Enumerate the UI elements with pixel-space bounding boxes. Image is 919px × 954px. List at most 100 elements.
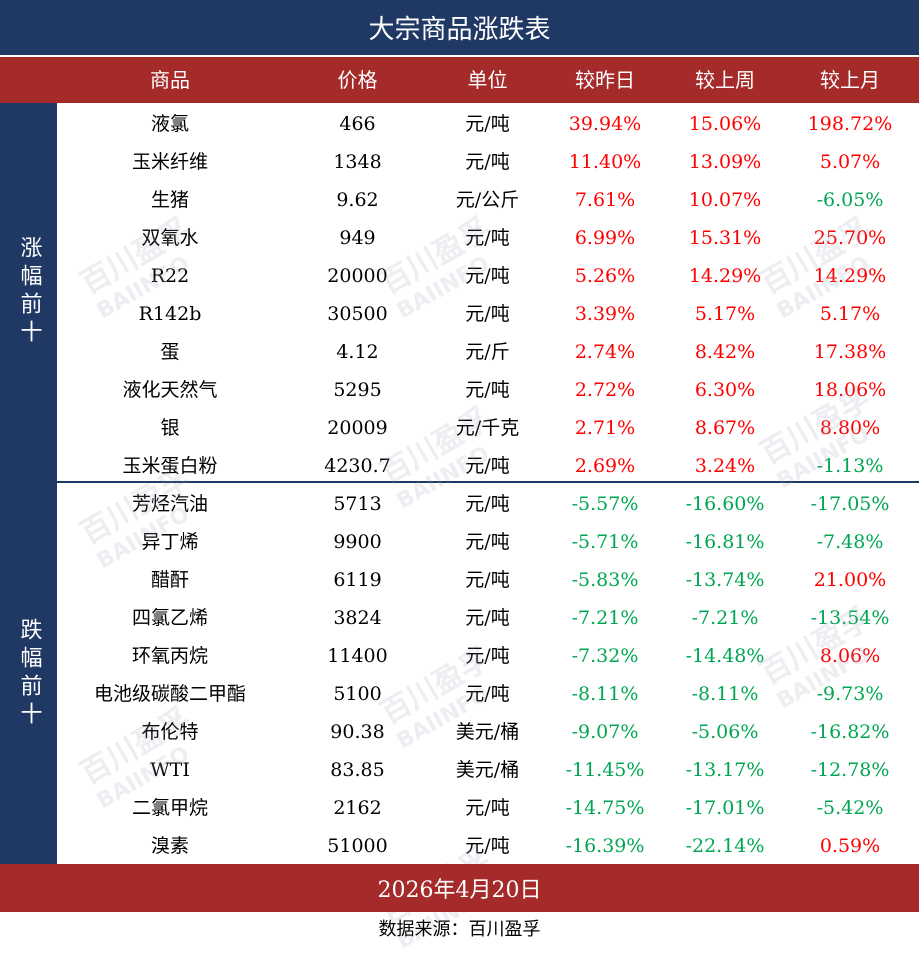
commodity-name: 蛋 <box>160 341 180 363</box>
unit-label: 元/斤 <box>465 341 510 363</box>
data-source: 数据来源：百川盈孚 <box>378 918 541 940</box>
unit-label: 元/吨 <box>465 151 510 173</box>
change-vs-last-week: -8.11% <box>691 683 759 705</box>
table-row: R142b 30500 元/吨 3.39% 5.17% 5.17% <box>57 295 919 333</box>
unit-label: 元/吨 <box>465 607 510 629</box>
unit-label: 元/吨 <box>465 569 510 591</box>
commodity-name: 银 <box>160 417 180 439</box>
change-vs-yesterday: -8.11% <box>571 683 639 705</box>
change-vs-last-week: 8.42% <box>694 341 756 363</box>
table-row: 双氧水 949 元/吨 6.99% 15.31% 25.70% <box>57 219 919 257</box>
change-vs-last-month: 5.17% <box>819 303 881 325</box>
price-value: 51000 <box>327 835 388 857</box>
table-row: 二氯甲烷 2162 元/吨 -14.75% -17.01% -5.42% <box>57 789 919 827</box>
price-value: 1348 <box>333 151 382 173</box>
change-vs-last-week: 10.07% <box>688 189 762 211</box>
change-vs-last-month: -12.78% <box>810 759 890 781</box>
change-vs-last-week: -16.60% <box>685 493 765 515</box>
change-vs-last-week: -13.17% <box>685 759 765 781</box>
commodity-name: 液化天然气 <box>122 379 218 401</box>
change-vs-yesterday: 3.39% <box>574 303 636 325</box>
commodity-name: 异丁烯 <box>141 531 199 553</box>
unit-label: 元/吨 <box>465 303 510 325</box>
table-row: 布伦特 90.38 美元/桶 -9.07% -5.06% -16.82% <box>57 713 919 751</box>
commodity-name: 双氧水 <box>141 227 199 249</box>
change-vs-last-month: -9.73% <box>816 683 884 705</box>
price-value: 90.38 <box>330 721 385 743</box>
change-vs-last-week: -16.81% <box>685 531 765 553</box>
change-vs-last-week: 15.31% <box>688 227 762 249</box>
change-vs-last-week: 15.06% <box>688 113 762 135</box>
commodity-name: 玉米蛋白粉 <box>122 455 218 477</box>
table-row: 环氧丙烷 11400 元/吨 -7.32% -14.48% 8.06% <box>57 637 919 675</box>
price-value: 11400 <box>327 645 388 667</box>
unit-label: 元/吨 <box>465 531 510 553</box>
change-vs-yesterday: -7.32% <box>571 645 639 667</box>
table-row: 蛋 4.12 元/斤 2.74% 8.42% 17.38% <box>57 333 919 371</box>
change-vs-last-week: 3.24% <box>694 455 756 477</box>
table-row: 液氯 466 元/吨 39.94% 15.06% 198.72% <box>57 105 919 143</box>
change-vs-last-month: 0.59% <box>819 835 881 857</box>
unit-label: 元/吨 <box>465 227 510 249</box>
price-value: 6119 <box>333 569 382 591</box>
price-value: 2162 <box>333 797 382 819</box>
price-value: 4230.7 <box>324 455 391 477</box>
change-vs-yesterday: -14.75% <box>565 797 645 819</box>
table-row: 玉米蛋白粉 4230.7 元/吨 2.69% 3.24% -1.13% <box>57 447 919 485</box>
commodity-name: R22 <box>150 265 190 287</box>
change-vs-last-month: -13.54% <box>810 607 890 629</box>
change-vs-last-month: 198.72% <box>807 113 893 135</box>
change-vs-yesterday: -16.39% <box>565 835 645 857</box>
change-vs-yesterday: 5.26% <box>574 265 636 287</box>
table-row: 异丁烯 9900 元/吨 -5.71% -16.81% -7.48% <box>57 523 919 561</box>
unit-label: 元/千克 <box>455 417 520 439</box>
group-divider <box>0 481 919 483</box>
change-vs-yesterday: 11.40% <box>568 151 642 173</box>
header-commodity: 商品 <box>150 68 190 92</box>
price-value: 83.85 <box>330 759 385 781</box>
unit-label: 元/吨 <box>465 379 510 401</box>
unit-label: 元/吨 <box>465 455 510 477</box>
price-value: 466 <box>339 113 376 135</box>
price-value: 4.12 <box>336 341 379 363</box>
change-vs-last-week: 8.67% <box>694 417 756 439</box>
price-value: 949 <box>339 227 376 249</box>
price-value: 5100 <box>333 683 382 705</box>
commodity-name: 生猪 <box>150 189 189 211</box>
change-vs-last-month: 8.06% <box>819 645 881 667</box>
unit-label: 美元/桶 <box>455 759 520 781</box>
change-vs-yesterday: 6.99% <box>574 227 636 249</box>
header-vs-yesterday: 较昨日 <box>575 68 635 92</box>
price-value: 20000 <box>327 265 388 287</box>
unit-label: 元/吨 <box>465 645 510 667</box>
change-vs-yesterday: -7.21% <box>571 607 639 629</box>
change-vs-yesterday: -11.45% <box>565 759 645 781</box>
commodity-name: 布伦特 <box>141 721 199 743</box>
change-vs-last-week: 5.17% <box>694 303 756 325</box>
change-vs-yesterday: 2.74% <box>574 341 636 363</box>
change-vs-last-month: -1.13% <box>816 455 884 477</box>
unit-label: 元/吨 <box>465 265 510 287</box>
price-value: 9.62 <box>336 189 379 211</box>
change-vs-yesterday: 2.72% <box>574 379 636 401</box>
change-vs-yesterday: 39.94% <box>568 113 642 135</box>
price-value: 5295 <box>333 379 382 401</box>
table-row: 银 20009 元/千克 2.71% 8.67% 8.80% <box>57 409 919 447</box>
change-vs-last-month: 8.80% <box>819 417 881 439</box>
change-vs-last-month: -7.48% <box>816 531 884 553</box>
table-row: 液化天然气 5295 元/吨 2.72% 6.30% 18.06% <box>57 371 919 409</box>
change-vs-last-week: 14.29% <box>688 265 762 287</box>
header-vs-last-week: 较上周 <box>695 68 755 92</box>
report-date: 2026年4月20日 <box>0 864 919 912</box>
commodity-name: WTI <box>150 759 190 781</box>
unit-label: 元/吨 <box>465 493 510 515</box>
change-vs-yesterday: -5.71% <box>571 531 639 553</box>
unit-label: 元/吨 <box>465 835 510 857</box>
change-vs-last-week: -5.06% <box>691 721 759 743</box>
commodity-name: 醋酐 <box>150 569 189 591</box>
header-vs-last-month: 较上月 <box>820 68 880 92</box>
commodity-name: R142b <box>138 303 202 325</box>
change-vs-last-week: -7.21% <box>691 607 759 629</box>
unit-label: 元/吨 <box>465 683 510 705</box>
change-vs-last-week: -13.74% <box>685 569 765 591</box>
